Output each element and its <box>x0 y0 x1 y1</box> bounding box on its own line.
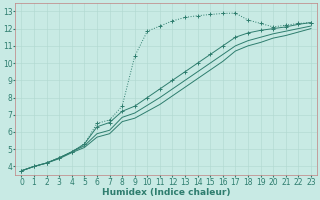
X-axis label: Humidex (Indice chaleur): Humidex (Indice chaleur) <box>102 188 230 197</box>
